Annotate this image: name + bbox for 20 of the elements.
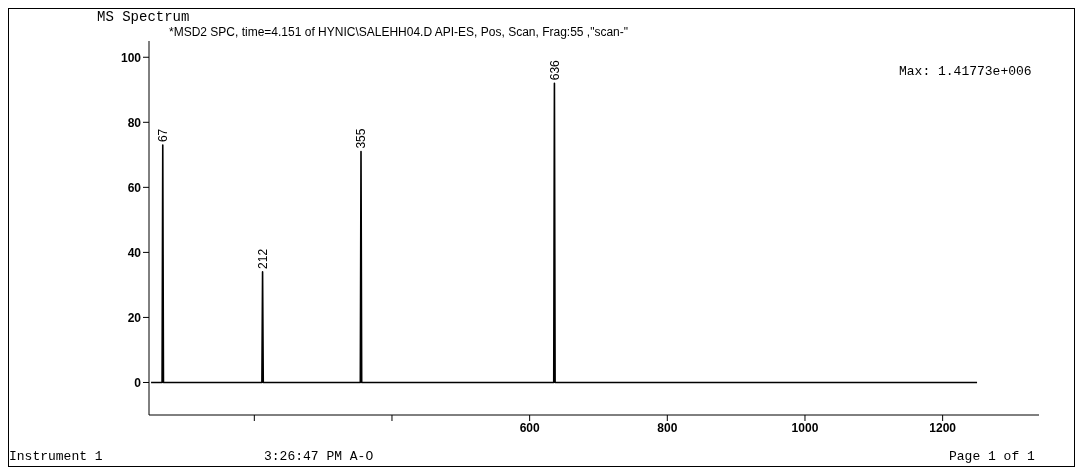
text: 3:26:47 PM A-O [264, 449, 374, 464]
annotation: 355 [354, 128, 369, 149]
x-tick-label: 1200 [929, 420, 957, 435]
y-tick-label: 100 [120, 50, 142, 65]
y-tick-label: 80 [127, 115, 142, 130]
y-tick-label: 40 [127, 245, 142, 260]
y-tick-label: 0 [134, 375, 142, 390]
annotation: 212 [255, 248, 270, 269]
y-tick-label: 60 [127, 180, 142, 195]
y-tick-label: 20 [127, 310, 142, 325]
annotation: 636 [547, 59, 562, 81]
annotation: 67 [155, 128, 170, 143]
x-tick-label: 600 [519, 420, 540, 435]
x-tick-label: 800 [657, 420, 678, 435]
text: Instrument 1 [9, 449, 103, 464]
annotation: Max: 1.41773e+006 [899, 64, 1032, 79]
chart-title: MS Spectrum [97, 9, 190, 25]
text: Page 1 of 1 [949, 449, 1035, 464]
chart-subtitle: *MSD2 SPC, time=4.151 of HYNIC\SALEHH04.D API-ES, Pos, Scan, Frag:55 ,"scan-" [169, 25, 629, 39]
x-tick-label: 1000 [791, 420, 819, 435]
